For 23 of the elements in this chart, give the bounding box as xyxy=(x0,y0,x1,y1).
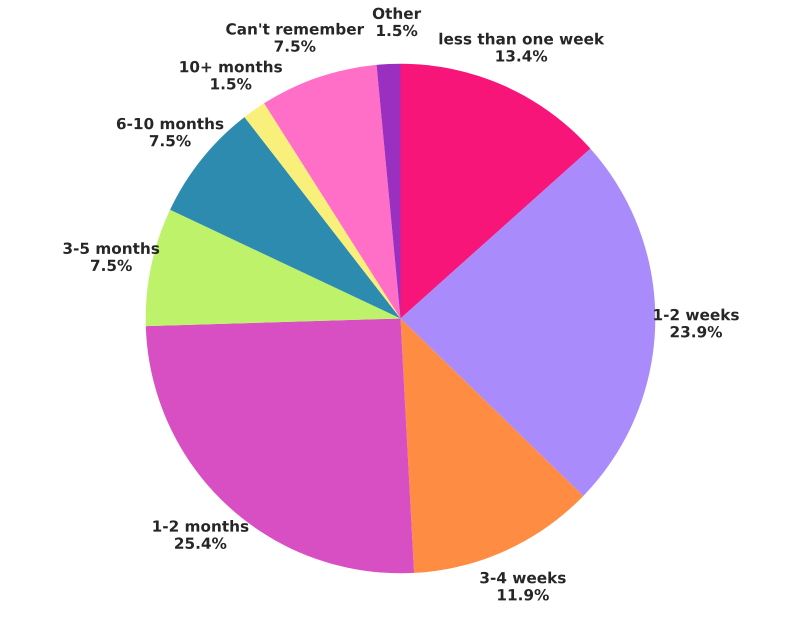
pie-slice xyxy=(400,318,584,573)
slice-label: Can't remember xyxy=(226,22,364,35)
pie-slice xyxy=(376,64,400,318)
data-label: 7.5% xyxy=(90,260,132,272)
slice-label: 1-2 weeks xyxy=(654,308,739,320)
data-label: 11.9% xyxy=(498,588,549,601)
slice-label: 10+ months xyxy=(180,60,282,72)
pie-slice xyxy=(244,103,400,318)
slice-label: 3-4 weeks xyxy=(480,572,566,584)
data-label: 7.5% xyxy=(274,40,316,52)
data-label: 7.5% xyxy=(150,134,191,146)
data-label: 25.4% xyxy=(175,537,226,549)
pie-slice xyxy=(400,148,656,496)
data-label: 1.5% xyxy=(377,24,418,36)
data-label: 1.5% xyxy=(211,78,252,90)
data-label: 13.4% xyxy=(496,50,548,62)
pie-slice xyxy=(400,64,590,318)
data-label: 23.9% xyxy=(670,326,722,338)
slice-label: 1-2 months xyxy=(153,520,248,532)
slice-label: 6-10 months xyxy=(116,118,224,130)
pie-slice xyxy=(146,318,414,574)
slice-label: less than one week xyxy=(440,32,604,45)
slice-label: Other xyxy=(372,7,422,20)
